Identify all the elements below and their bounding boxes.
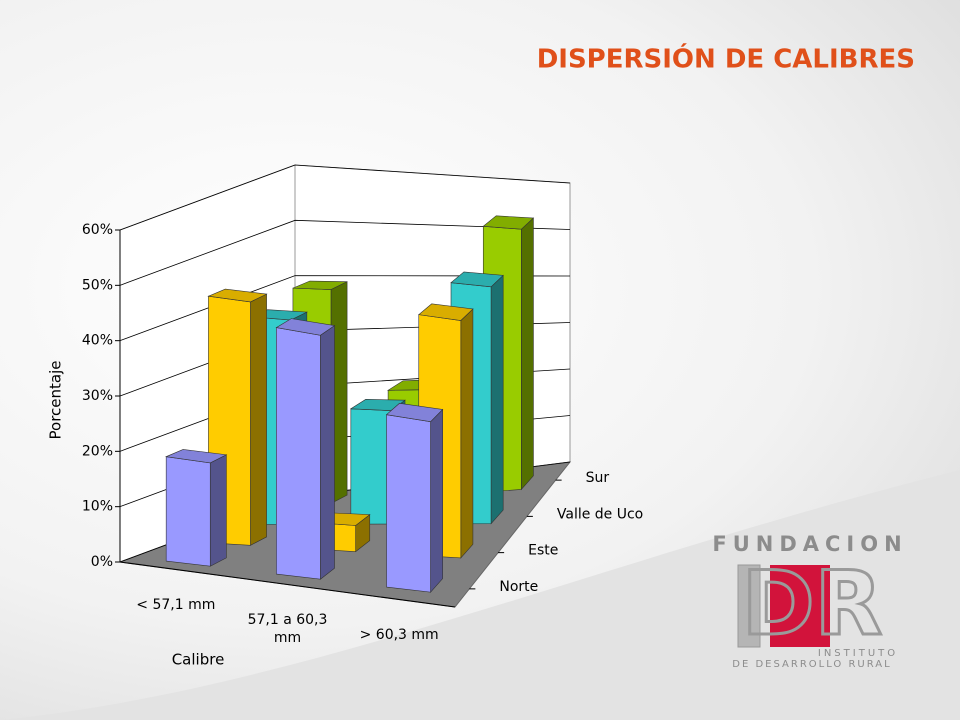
y-tick-label: 10% [82,499,113,515]
y-tick-label: 20% [82,443,113,459]
bar-front [350,408,392,525]
bar-side [521,217,534,491]
bar-front [386,414,431,593]
x-axis-title: Calibre [172,651,225,669]
logo-red [770,565,830,647]
bar-front [276,327,321,580]
bar-side [430,408,443,594]
logo-line1: INSTITUTO [818,648,898,659]
bar-top [385,403,444,422]
bar [165,449,228,567]
logo: FUNDACION i DR INSTITUTO DE DESARROLLO R… [712,532,907,670]
bar-top [450,271,504,288]
y-tick-label: 60% [82,222,113,238]
bar-top [275,318,336,336]
bar-top [207,288,268,303]
logo-top: FUNDACION [712,532,907,556]
logo-line2: DE DESARROLLO RURAL [732,659,891,670]
bar-top [292,280,348,290]
y-tick-label: 0% [91,554,113,570]
x-tick-label: < 57,1 mm [136,596,216,613]
bar [275,318,336,580]
bar-side [250,293,267,546]
chart-title: DISPERSIÓN DE CALIBRES [537,43,915,75]
bar-side [320,325,335,580]
background-swoosh [0,470,960,720]
bar-top [418,303,474,321]
bar-side [460,308,474,559]
x-axis [119,561,456,608]
bar-top [165,449,228,464]
y-tick-label: 40% [82,333,113,349]
legend-label: Sur [586,470,610,486]
grid-line [119,164,571,231]
plot-area: 0% 10% 20% 30% 40% 50% 60% [82,164,572,608]
y-axis-title: Porcentaje [47,361,65,440]
logo-bar [737,564,761,648]
logo-dr: DR [742,552,883,655]
legend-label: Valle de Uco [557,506,643,522]
x-tick-label: > 60,3 mm [359,626,439,643]
bar-front [165,456,211,567]
bar-top [482,215,535,230]
grid-line [119,219,571,286]
bar-side [209,454,227,567]
y-tick-label: 50% [82,277,113,293]
legend-label: Norte [499,579,538,595]
x-tick-label: 57,1 a 60,3 mm [247,611,328,646]
bar-side [490,274,504,525]
legend-label: Este [528,543,558,559]
bar [385,403,444,594]
y-tick-label: 30% [82,388,113,404]
bar-top [349,399,406,411]
